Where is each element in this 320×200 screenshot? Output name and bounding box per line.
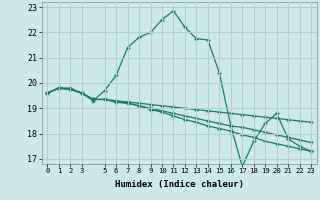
X-axis label: Humidex (Indice chaleur): Humidex (Indice chaleur) bbox=[115, 180, 244, 189]
